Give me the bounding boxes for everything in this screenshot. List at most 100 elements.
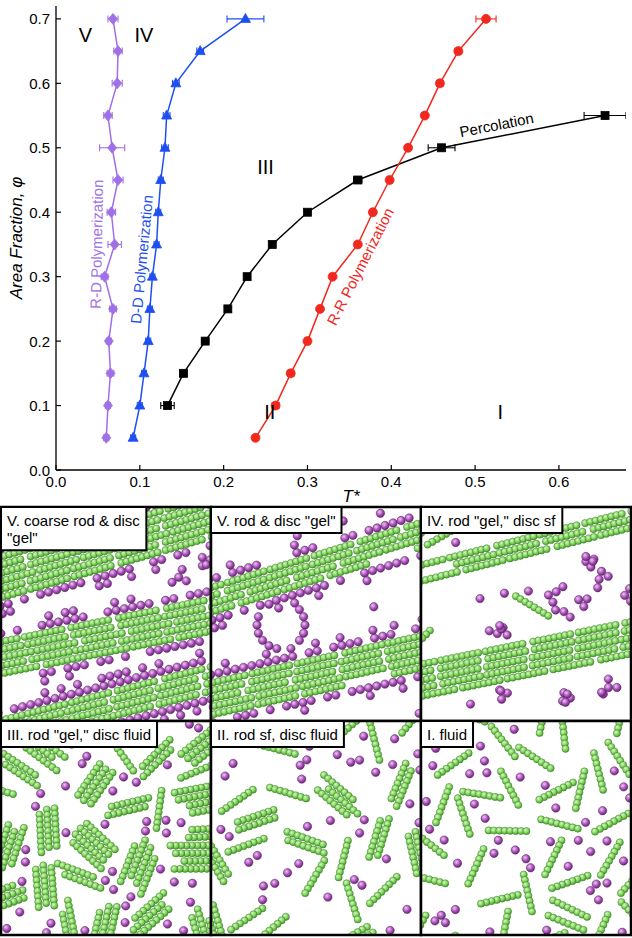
rod-bead xyxy=(453,568,460,575)
error-bar-cap xyxy=(428,144,429,151)
rod-bead xyxy=(107,554,114,561)
disc xyxy=(80,661,88,669)
disc xyxy=(193,707,201,715)
x-tick xyxy=(391,465,392,470)
point xyxy=(108,142,117,153)
error-bar-cap xyxy=(121,241,122,248)
rod-bead xyxy=(123,645,130,652)
point xyxy=(251,433,260,442)
disc xyxy=(57,684,65,692)
disc xyxy=(145,599,153,607)
point xyxy=(385,176,394,185)
point xyxy=(109,13,118,24)
point xyxy=(114,46,123,57)
snapshot-label: V. coarse rod & disc"gel" xyxy=(7,512,140,546)
x-tick xyxy=(307,465,308,470)
series-label: D-D Polymerization xyxy=(127,194,156,324)
disc xyxy=(304,586,312,594)
disc xyxy=(256,601,264,609)
disc xyxy=(287,644,295,652)
x-tick-label: 0.1 xyxy=(129,473,150,490)
rod-bead xyxy=(61,701,68,708)
rod-bead xyxy=(260,568,267,575)
disc xyxy=(120,604,128,612)
rod-bead xyxy=(612,629,619,636)
rod-bead xyxy=(228,602,235,609)
disc xyxy=(289,652,297,660)
disc xyxy=(61,608,69,616)
disc xyxy=(132,673,140,681)
rod-bead xyxy=(155,630,162,637)
disc xyxy=(224,611,232,619)
rod-bead xyxy=(156,508,163,515)
rod-bead xyxy=(376,658,383,665)
disc xyxy=(154,646,162,654)
error-bar xyxy=(584,112,626,119)
disc xyxy=(336,576,344,584)
disc xyxy=(35,698,43,706)
disc xyxy=(580,602,588,610)
rod xyxy=(383,535,421,553)
rod xyxy=(421,568,461,585)
panel-background xyxy=(421,507,631,721)
disc xyxy=(320,581,328,589)
panel-background xyxy=(1,507,211,721)
point xyxy=(143,336,153,345)
disc xyxy=(376,564,384,572)
point xyxy=(601,112,609,120)
disc xyxy=(366,691,374,699)
point xyxy=(328,272,337,281)
disc xyxy=(295,636,303,644)
disc xyxy=(138,664,146,672)
rod-bead xyxy=(363,561,370,568)
point xyxy=(162,110,172,119)
disc xyxy=(293,549,301,557)
rod-bead xyxy=(286,662,293,669)
disc xyxy=(194,589,202,597)
rod-bead xyxy=(329,563,336,570)
rod-bead xyxy=(566,647,573,654)
disc xyxy=(376,509,384,517)
particles xyxy=(1,507,211,721)
disc xyxy=(198,553,206,561)
disc xyxy=(39,669,47,677)
y-tick xyxy=(56,147,61,148)
snapshot-label: V. rod & disc "gel" xyxy=(217,512,336,529)
disc xyxy=(381,521,389,529)
series-label: R-D Polymerization xyxy=(87,179,106,308)
rod-bead xyxy=(521,664,528,671)
rod xyxy=(403,512,421,530)
disc xyxy=(146,647,154,655)
error-bar-cap xyxy=(584,112,585,119)
disc xyxy=(273,644,281,652)
rod-bead xyxy=(496,677,503,684)
rod-bead xyxy=(238,680,245,687)
error-bar-cap xyxy=(454,144,455,151)
region-label: V xyxy=(79,24,93,46)
disc xyxy=(301,621,309,629)
error-bar-cap xyxy=(124,144,125,151)
point xyxy=(195,46,205,55)
snapshot-label-line: V. rod & disc "gel" xyxy=(217,512,336,529)
disc xyxy=(161,596,169,604)
rod-bead xyxy=(105,616,112,623)
disc xyxy=(405,514,413,522)
disc xyxy=(116,678,124,686)
disc xyxy=(309,544,317,552)
y-tick-label: 0.2 xyxy=(29,333,50,350)
series-label: R-R Polymerization xyxy=(323,205,397,328)
point xyxy=(303,337,312,346)
rod-bead xyxy=(566,655,573,662)
rod-bead xyxy=(194,683,201,690)
rod-bead xyxy=(20,658,27,665)
rod-bead xyxy=(106,705,113,712)
rod xyxy=(506,546,550,563)
disc xyxy=(226,561,234,569)
disc xyxy=(137,601,145,609)
rod-bead xyxy=(573,522,580,529)
point xyxy=(103,400,112,411)
rod-bead xyxy=(19,563,26,570)
rod-bead xyxy=(118,630,125,637)
disc xyxy=(149,669,157,677)
disc xyxy=(79,613,87,621)
